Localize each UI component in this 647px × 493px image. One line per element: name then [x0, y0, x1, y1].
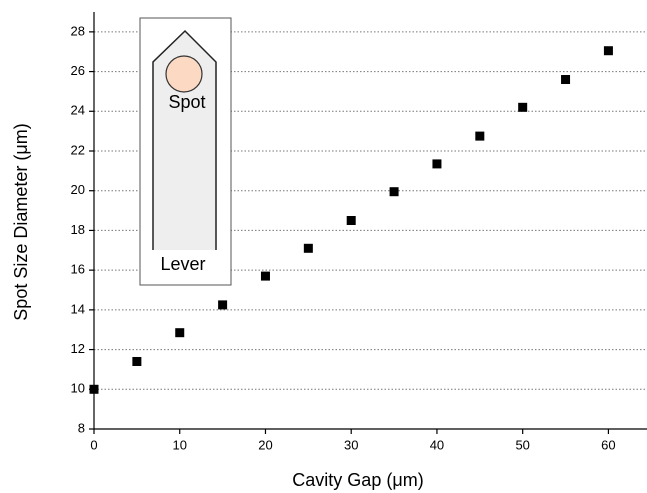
y-tick-label: 12 [71, 341, 85, 356]
point [132, 356, 142, 366]
point [303, 243, 313, 253]
inset: Spot Lever [139, 17, 232, 286]
x-tick-label: 0 [90, 437, 97, 452]
point [561, 75, 571, 85]
spot [165, 55, 203, 93]
y-tick-label: 16 [71, 262, 85, 277]
point [603, 46, 613, 56]
lever-label: Lever [160, 254, 205, 274]
y-tick-label: 10 [71, 381, 85, 396]
x-tick-label: 40 [430, 437, 444, 452]
x-axis-label: Cavity Gap (μm) [292, 470, 423, 490]
x-tick-label: 10 [173, 437, 187, 452]
point [475, 131, 485, 141]
point [260, 271, 270, 281]
spot-label: Spot [168, 92, 205, 112]
y-tick-label: 18 [71, 222, 85, 237]
x-tick-label: 60 [601, 437, 615, 452]
point [432, 159, 442, 169]
point [218, 300, 228, 310]
x-tick-label: 30 [344, 437, 358, 452]
y-tick-label: 20 [71, 182, 85, 197]
y-tick-label: 24 [71, 103, 85, 118]
y-axis-label: Spot Size Diameter (μm) [11, 123, 31, 320]
x-tick-label: 50 [515, 437, 529, 452]
point [175, 328, 185, 338]
lever [152, 29, 217, 250]
y-tick-label: 28 [71, 23, 85, 38]
y-tick-label: 8 [78, 420, 85, 435]
x-tick-label: 20 [258, 437, 272, 452]
y-tick-label: 22 [71, 142, 85, 157]
point [346, 216, 356, 225]
y-tick-label: 14 [71, 301, 85, 316]
point [518, 102, 528, 112]
y-tick-label: 26 [71, 63, 85, 78]
point [89, 384, 99, 394]
point [389, 187, 399, 197]
